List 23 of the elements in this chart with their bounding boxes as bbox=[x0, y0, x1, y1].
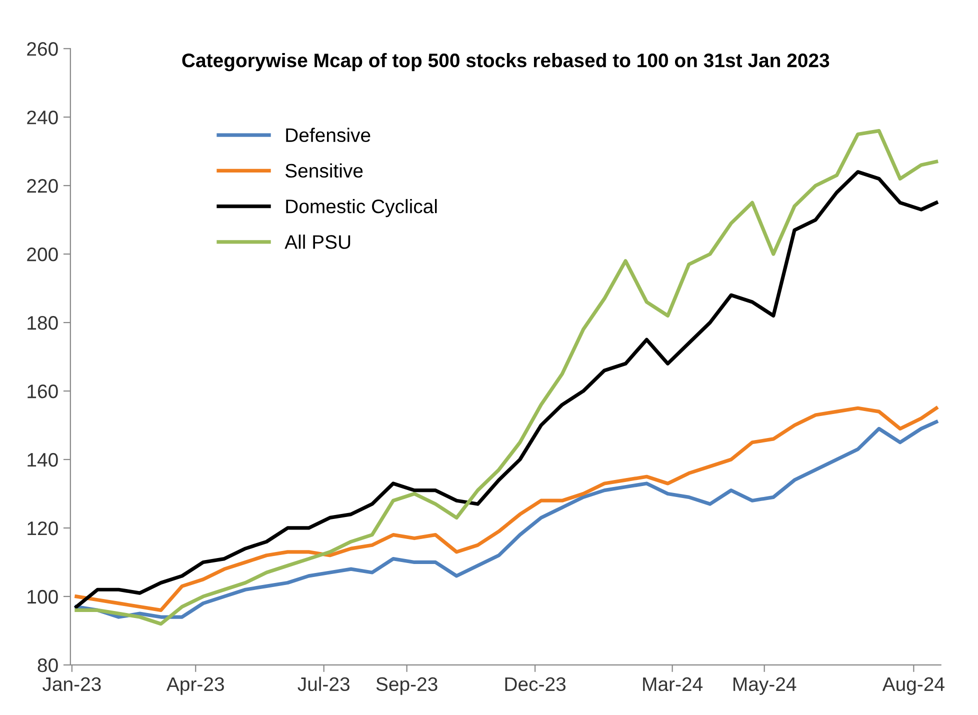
x-tick-label: Dec-23 bbox=[505, 677, 566, 692]
y-tick-label: 80 bbox=[38, 658, 58, 672]
y-tick-label: 100 bbox=[28, 590, 58, 604]
y-tick-label: 180 bbox=[28, 316, 58, 330]
x-tick-label: Jan-23 bbox=[42, 677, 101, 692]
x-tick-label: Mar-24 bbox=[643, 677, 703, 692]
y-tick-label: 260 bbox=[27, 42, 58, 56]
y-tick-label: 160 bbox=[28, 384, 58, 398]
x-tick-label: Aug-24 bbox=[882, 677, 944, 695]
x-tick-label: May-24 bbox=[734, 677, 796, 695]
y-tick-label: 140 bbox=[28, 452, 58, 467]
y-tick-label: 240 bbox=[27, 110, 58, 124]
legend-label: Sensitive bbox=[285, 163, 363, 178]
chart-title: Categorywise Mcap of top 500 stocks rebased to 100 on 31st Jan 2023 bbox=[182, 53, 830, 72]
y-tick-label: 220 bbox=[27, 179, 58, 193]
legend-label: Defensive bbox=[286, 128, 370, 142]
legend-label: All PSU bbox=[284, 234, 350, 249]
y-tick-label: 200 bbox=[27, 248, 58, 262]
y-tick-label: 120 bbox=[28, 521, 58, 536]
legend-label: Domestic Cyclical bbox=[286, 199, 437, 218]
x-tick-label: Apr-23 bbox=[166, 677, 224, 695]
x-tick-label: Sep-23 bbox=[376, 677, 438, 695]
x-tick-label: Jul-23 bbox=[298, 676, 350, 692]
